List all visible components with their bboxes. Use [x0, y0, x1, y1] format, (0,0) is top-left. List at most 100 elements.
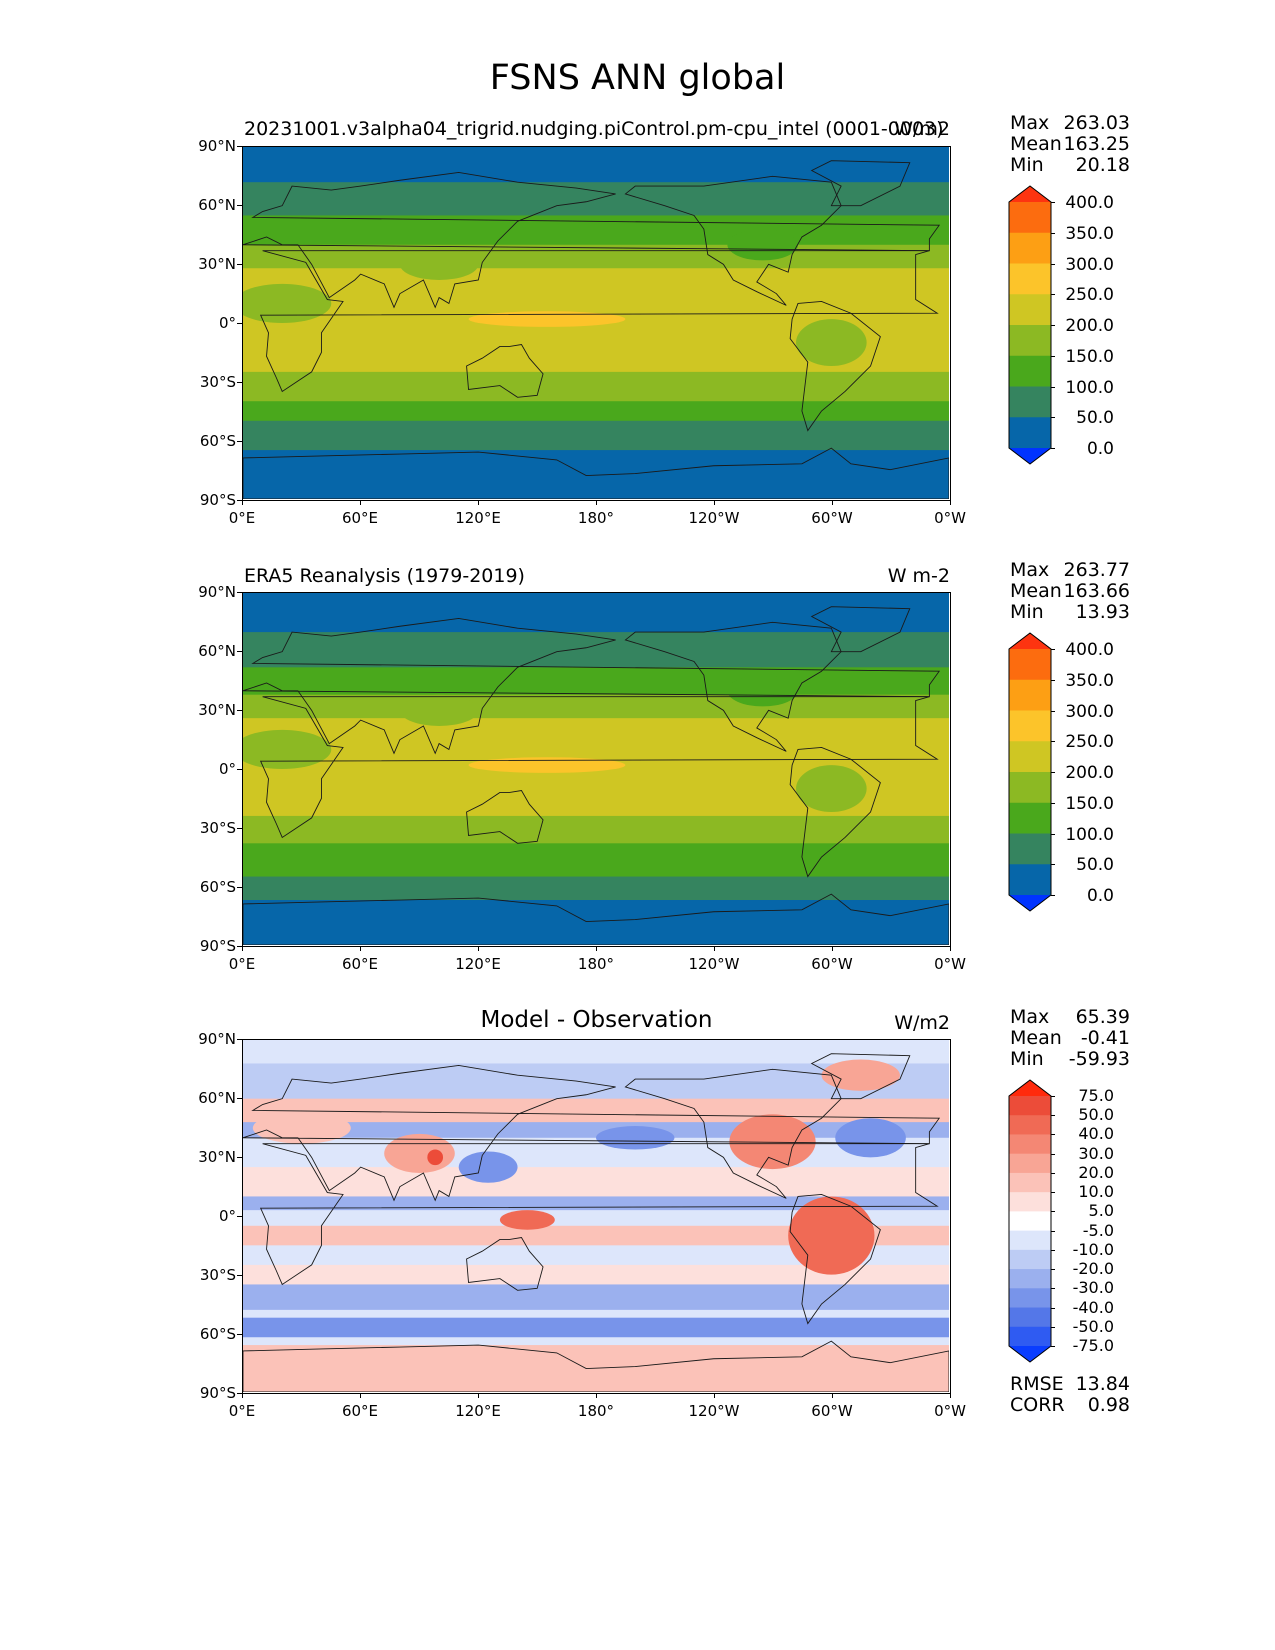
- colorbar-segment: [1009, 1326, 1051, 1347]
- colorbar-tick-mark: [1051, 1307, 1055, 1309]
- maritime-anomaly: [499, 1210, 555, 1230]
- lon-tick-label: 120°E: [455, 955, 501, 973]
- panel2-min-label: Min: [1010, 601, 1044, 623]
- zonal-band: [243, 215, 949, 246]
- colorbar-tick-label: -30.0: [1072, 1278, 1114, 1298]
- colorbar-segment: [1009, 1249, 1051, 1270]
- panel3-map: [242, 1039, 951, 1394]
- coastline-eurasia: [243, 171, 941, 309]
- coastline-australia: [466, 344, 544, 398]
- colorbar-segment: [1009, 802, 1051, 834]
- lat-tick-mark: [237, 146, 242, 147]
- lat-tick-mark: [237, 323, 242, 324]
- diff-band: [243, 1098, 949, 1123]
- colorbar-tick-mark: [1051, 355, 1055, 357]
- colorbar-tick-label: 150.0: [1065, 793, 1114, 814]
- diff-band: [243, 1309, 949, 1319]
- colorbar-tick-mark: [1051, 1211, 1055, 1213]
- coastline-eurasia: [243, 617, 941, 755]
- colorbar-tick-label: 400.0: [1065, 640, 1114, 660]
- panel3-min-label: Min: [1010, 1048, 1044, 1070]
- lon-tick-mark: [832, 1393, 833, 1398]
- east-asia-anomaly: [458, 1151, 518, 1183]
- colorbar-segment: [1009, 649, 1051, 681]
- colorbar-tick-label: 400.0: [1065, 193, 1114, 213]
- lat-tick-label: 60°N: [198, 642, 236, 660]
- panel2-mean-value: 163.66: [1063, 580, 1130, 602]
- panel1-map: [242, 146, 951, 501]
- lon-tick-label: 60°E: [341, 1402, 379, 1420]
- lat-tick-label: 30°S: [199, 1266, 236, 1284]
- pacific-anomaly: [596, 1126, 675, 1150]
- lon-tick-mark: [596, 946, 597, 951]
- panel2-max-value: 263.77: [1063, 559, 1130, 581]
- lat-tick-label: 30°N: [198, 701, 236, 719]
- lat-tick-mark: [237, 1393, 242, 1394]
- colorbar-tick-mark: [1051, 1134, 1055, 1136]
- colorbar-extend-min: [1009, 1346, 1051, 1362]
- diff-band: [243, 1284, 949, 1311]
- colorbar-extend-max: [1009, 1080, 1051, 1096]
- colorbar-extend-max: [1009, 186, 1051, 202]
- zonal-band: [243, 632, 949, 668]
- colorbar-tick-mark: [1051, 710, 1055, 712]
- colorbar-tick-label: 300.0: [1065, 254, 1114, 275]
- rmse-value: 13.84: [1075, 1373, 1130, 1395]
- diff-band: [243, 1225, 949, 1246]
- lon-tick-mark: [242, 500, 243, 505]
- colorbar-segment: [1009, 710, 1051, 742]
- lon-tick-label: 180°: [577, 955, 615, 973]
- lat-tick-label: 60°S: [199, 432, 236, 450]
- lat-tick-mark: [237, 205, 242, 206]
- lat-tick-label: 60°S: [199, 878, 236, 896]
- colorbar-tick-label: 0.0: [1086, 886, 1114, 906]
- colorbar-segment: [1009, 741, 1051, 773]
- lat-tick-mark: [237, 1334, 242, 1335]
- land-patch: [399, 248, 479, 280]
- colorbar-tick-label: -75.0: [1072, 1336, 1114, 1355]
- colorbar-tick-mark: [1051, 325, 1055, 326]
- panel1-max-value: 263.03: [1063, 112, 1130, 134]
- coastline-australia: [466, 1237, 544, 1291]
- coastline-namerica: [624, 175, 842, 306]
- colorbar-tick-mark: [1051, 1172, 1055, 1174]
- colorbar-tick-label: 250.0: [1065, 285, 1114, 306]
- lat-tick-label: 30°S: [199, 819, 236, 837]
- colorbar-segment: [1009, 1153, 1051, 1174]
- lat-tick-label: 90°N: [198, 1030, 236, 1048]
- lat-tick-label: 0°: [218, 314, 236, 332]
- panel3-mean-value: -0.41: [1080, 1027, 1130, 1049]
- lon-tick-mark: [950, 500, 951, 505]
- land-patch: [243, 283, 332, 323]
- lon-tick-label: 60°E: [341, 509, 379, 527]
- coastline-africa: [259, 1143, 939, 1286]
- colorbar-tick-mark: [1051, 1096, 1055, 1097]
- colorbar-tick-mark: [1051, 864, 1055, 866]
- lat-tick-label: 0°: [218, 760, 236, 778]
- colorbar-tick-label: 350.0: [1065, 223, 1114, 244]
- lon-tick-mark: [478, 946, 479, 951]
- zonal-band: [243, 450, 949, 499]
- lat-tick-label: 30°N: [198, 1148, 236, 1166]
- page-title: FSNS ANN global: [489, 58, 786, 98]
- colorbar-tick-mark: [1051, 802, 1055, 804]
- coastline-greenland: [810, 606, 911, 653]
- lat-tick-label: 0°: [218, 1207, 236, 1225]
- panel2-field: [243, 593, 949, 945]
- colorbar-tick-label: 200.0: [1065, 763, 1114, 783]
- colorbar-tick-mark: [1051, 772, 1055, 773]
- lat-tick-mark: [237, 1216, 242, 1217]
- lon-tick-label: 60°W: [811, 509, 853, 527]
- zonal-band: [243, 593, 949, 633]
- lat-tick-label: 90°S: [199, 1384, 236, 1402]
- panel3-min-value: -59.93: [1068, 1048, 1130, 1070]
- zonal-band: [243, 420, 949, 451]
- colorbar-tick-mark: [1051, 833, 1055, 835]
- lat-tick-mark: [237, 1275, 242, 1276]
- land-patch: [399, 694, 479, 726]
- panel3-max-value: 65.39: [1075, 1006, 1130, 1028]
- panel1-field: [243, 147, 949, 499]
- colorbar-tick-mark: [1051, 649, 1055, 650]
- lon-tick-mark: [714, 500, 715, 505]
- panel1-units: W/m2: [894, 118, 950, 140]
